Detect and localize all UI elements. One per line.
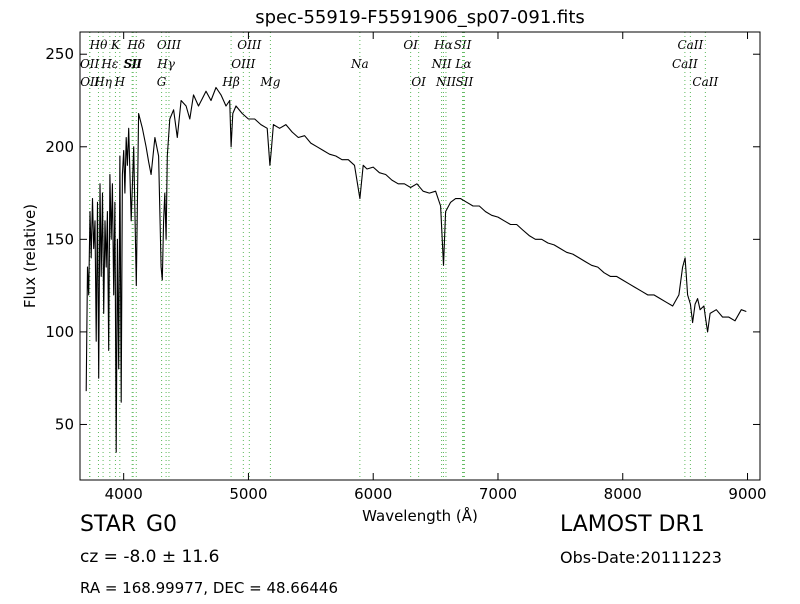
x-tick-label: 4000	[105, 485, 143, 503]
line-marker-label: SII	[454, 38, 472, 52]
line-marker-label: Hε	[100, 57, 118, 71]
line-marker-label: Mg	[259, 75, 280, 89]
line-marker-label: SII	[456, 75, 474, 89]
y-tick-label: 100	[45, 323, 74, 341]
x-axis-label: Wavelength (Å)	[362, 506, 478, 525]
line-marker-label: Na	[350, 57, 369, 71]
survey-name: LAMOST DR1	[560, 512, 705, 537]
object-class: STAR	[80, 512, 137, 537]
line-marker-label: OIII	[231, 57, 255, 71]
line-marker-label: OI	[411, 75, 426, 89]
line-marker-label: CaII	[677, 38, 703, 52]
redshift-readout: cz = -8.0 ± 11.6	[80, 547, 220, 567]
line-marker-label: CaII	[692, 75, 718, 89]
line-marker-label: CaII	[672, 57, 698, 71]
line-marker-label: NII	[435, 75, 456, 89]
line-marker-label: Hβ	[221, 75, 239, 89]
line-marker-label: Hη	[93, 75, 112, 89]
line-marker-label: Hδ	[126, 38, 145, 52]
line-marker-label: OII	[80, 75, 100, 89]
line-marker-label: OIII	[157, 38, 181, 52]
line-marker-label: G	[157, 75, 167, 89]
line-marker-label: OI	[403, 38, 418, 52]
y-tick-label: 250	[45, 45, 74, 63]
line-marker-label: Hθ	[89, 38, 108, 52]
observation-date: Obs-Date:20111223	[560, 548, 722, 567]
x-tick-label: 9000	[728, 485, 766, 503]
x-tick-label: 7000	[479, 485, 517, 503]
chart-title: spec-55919-F5591906_sp07-091.fits	[255, 7, 585, 28]
y-tick-label: 50	[55, 415, 74, 433]
line-marker-label: OIII	[237, 38, 261, 52]
plot-frame	[79, 31, 761, 481]
coordinates-readout: RA = 168.99977, DEC = 48.66446	[80, 579, 339, 597]
line-marker-label: SII	[124, 57, 142, 71]
line-marker-label: Hα	[433, 38, 453, 52]
axis-ticks: 4000 5000 6000 7000 8000 9000 50 100 150 200 250	[45, 32, 767, 503]
line-marker-label: Hγ	[156, 57, 175, 71]
spectrum-line	[85, 86, 747, 453]
line-marker-label: H	[114, 75, 126, 89]
spectrum-series	[85, 86, 747, 453]
x-tick-label: 6000	[354, 485, 392, 503]
x-tick-label: 8000	[604, 485, 642, 503]
object-subclass: G0	[146, 512, 178, 537]
line-marker-label: Lα	[454, 57, 471, 71]
line-marker-label: NII	[431, 57, 452, 71]
line-marker-label: SII	[123, 57, 141, 71]
x-tick-label: 5000	[229, 485, 267, 503]
line-marker-label: K	[110, 38, 121, 52]
y-tick-label: 200	[45, 138, 74, 156]
y-axis-label: Flux (relative)	[21, 204, 39, 308]
y-tick-label: 150	[45, 230, 74, 248]
